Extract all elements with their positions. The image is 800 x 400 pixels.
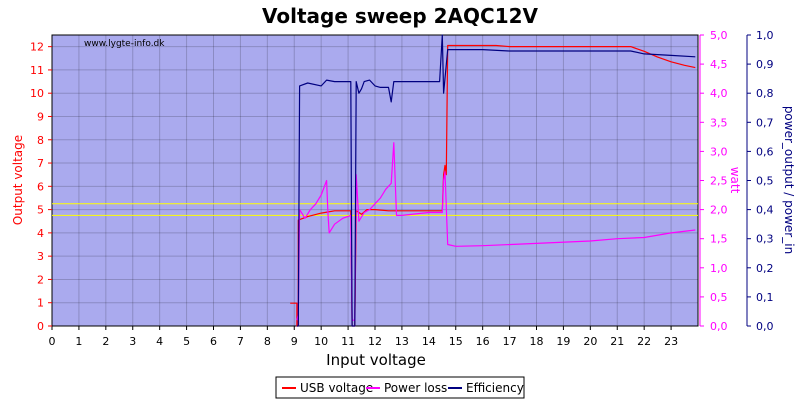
y-axis-right-watt-label: watt [728,167,742,194]
x-tick-label: 17 [503,335,517,348]
x-tick-label: 8 [264,335,271,348]
x-tick-label: 12 [368,335,382,348]
y-axis-right-efficiency: 0,0 0,1 0,2 0,3 0,4 0,5 0,6 0,7 0,8 0,9 1,0 [746,29,774,333]
x-tick-label: 4 [156,335,163,348]
legend-label: Power loss [384,381,447,395]
series-line-usb-voltage [290,44,696,327]
y-left-tick-label: 10 [30,87,44,100]
series-line-power-loss [296,142,696,321]
y-left-tick-label: 6 [37,180,44,193]
legend-box [275,376,525,399]
y-right-efficiency-tick-label: 0,2 [756,262,774,275]
y-left-tick-label: 4 [37,227,44,240]
x-tick-label: 23 [664,335,678,348]
x-tick-label: 20 [583,335,597,348]
legend-label: USB voltage [300,381,373,395]
y-right-watt-tick-label: 3,0 [710,145,728,158]
y-right-efficiency-tick-label: 1,0 [756,29,774,42]
y-right-watt-tick-label: 4,0 [710,87,728,100]
x-tick-label: 1 [75,335,82,348]
y-left-tick-label: 0 [37,320,44,333]
series-line-efficiency [296,34,696,327]
x-tick-label: 7 [237,335,244,348]
y-axis-left-label: Output voltage [11,135,25,225]
x-axis-label: Input voltage [326,351,426,369]
x-tick-label: 19 [556,335,570,348]
y-right-watt-tick-label: 2,0 [710,204,728,217]
y-right-efficiency-tick-label: 0,4 [756,204,774,217]
y-right-watt-tick-label: 3,5 [710,116,728,129]
y-right-watt-tick-label: 0,0 [710,320,728,333]
x-tick-label: 21 [610,335,624,348]
legend: USB voltage Power loss Efficiency [275,376,525,399]
y-left-tick-label: 11 [30,64,44,77]
y-right-efficiency-tick-label: 0,5 [756,175,774,188]
y-left-tick-label: 3 [37,250,44,263]
y-right-efficiency-tick-label: 0,6 [756,145,774,158]
y-right-efficiency-tick-label: 0,3 [756,233,774,246]
y-left-tick-label: 9 [37,110,44,123]
x-tick-label: 14 [422,335,436,348]
watermark: www.lygte-info.dk [84,39,165,49]
y-right-watt-tick-label: 0,5 [710,291,728,304]
x-tick-label: 22 [637,335,651,348]
x-tick-label: 3 [129,335,136,348]
y-right-watt-tick-label: 1,5 [710,233,728,246]
y-left-tick-label: 2 [37,273,44,286]
x-tick-label: 5 [183,335,190,348]
y-right-efficiency-tick-label: 0,1 [756,291,774,304]
y-right-efficiency-tick-label: 0,7 [756,116,774,129]
y-axis-right-watt: 0,0 0,5 1,0 1,5 2,0 2,5 3,0 3,5 4,0 4,5 5,0 [699,29,728,333]
x-tick-label: 9 [291,335,298,348]
chart-title: Voltage sweep 2AQC12V [262,4,539,28]
x-tick-label: 10 [314,335,328,348]
x-tick-label: 2 [102,335,109,348]
x-tick-label: 6 [210,335,217,348]
y-right-watt-tick-label: 1,0 [710,262,728,275]
y-left-tick-label: 12 [30,41,44,54]
y-left-tick-label: 1 [37,297,44,310]
legend-label: Efficiency [466,381,524,395]
y-right-efficiency-tick-label: 0,8 [756,87,774,100]
y-axis-right-efficiency-label: power_output / power_in [782,106,796,254]
x-tick-label: 15 [449,335,463,348]
series-group [290,34,696,327]
y-right-efficiency-tick-label: 0,9 [756,58,774,71]
y-right-efficiency-tick-label: 0,0 [756,320,774,333]
x-axis: 0 1 2 3 4 5 6 7 8 9 10 11 12 13 14 15 16 17 18 19 20 21 22 23 [49,326,678,348]
x-tick-label: 18 [530,335,544,348]
y-right-watt-tick-label: 2,5 [710,175,728,188]
x-tick-label: 13 [395,335,409,348]
y-right-watt-tick-label: 4,5 [710,58,728,71]
x-tick-label: 0 [49,335,56,348]
y-left-tick-label: 8 [37,134,44,147]
y-right-watt-tick-label: 5,0 [710,29,728,42]
y-left-tick-label: 7 [37,157,44,170]
x-tick-label: 16 [476,335,490,348]
x-tick-label: 11 [341,335,355,348]
y-left-tick-label: 5 [37,204,44,217]
plot-area [51,34,699,327]
